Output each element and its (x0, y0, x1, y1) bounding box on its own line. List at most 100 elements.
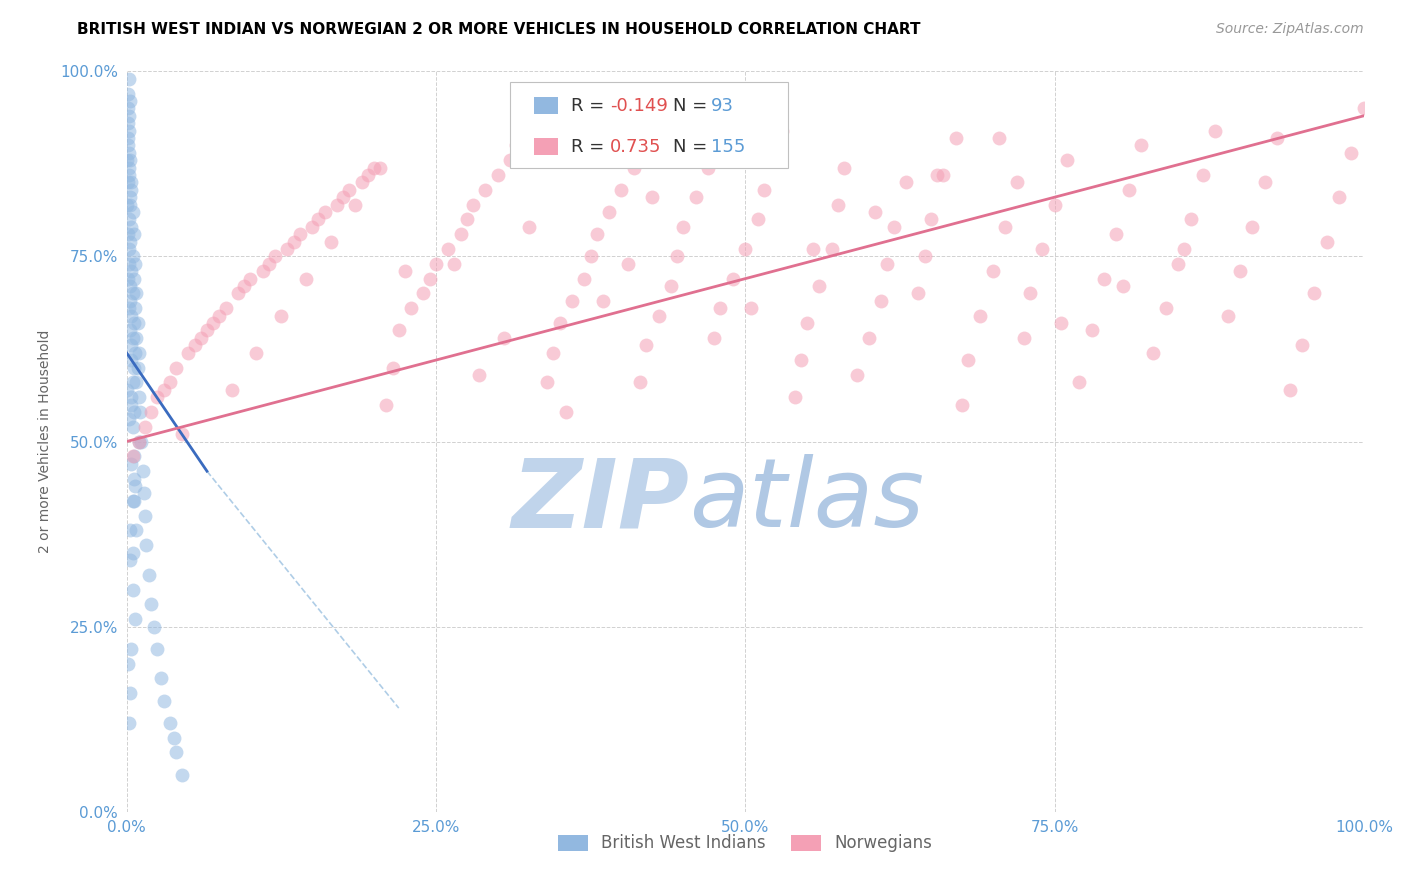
Point (1265, 131, 1288, 145)
Point (307, 212, 329, 227)
Point (894, 175, 917, 190)
Point (138, 567, 160, 582)
Point (117, 87, 139, 101)
Point (375, 398, 398, 412)
Point (124, 479, 146, 493)
Point (121, 457, 143, 471)
Point (1303, 286, 1326, 301)
Point (592, 293, 614, 308)
Point (666, 250, 689, 264)
Point (636, 338, 658, 352)
Point (801, 242, 824, 256)
Point (121, 398, 143, 412)
Point (543, 345, 565, 359)
Point (883, 219, 905, 234)
Point (120, 686, 142, 700)
Point (461, 197, 484, 211)
Point (1080, 324, 1102, 338)
Point (120, 524, 142, 538)
Point (121, 183, 143, 197)
Point (808, 279, 831, 293)
Point (350, 175, 373, 190)
Point (945, 131, 967, 145)
Point (132, 486, 155, 500)
Point (127, 316, 149, 330)
Point (118, 212, 141, 227)
Point (120, 279, 142, 293)
Point (499, 153, 522, 168)
Point (492, 331, 515, 345)
Point (257, 257, 280, 271)
Point (118, 161, 141, 175)
Point (412, 286, 434, 301)
Point (117, 131, 139, 145)
Point (672, 219, 695, 234)
Point (124, 257, 146, 271)
Point (128, 434, 150, 449)
Point (337, 183, 360, 197)
Point (752, 183, 775, 197)
Point (314, 205, 336, 219)
Point (118, 412, 141, 426)
Point (1007, 175, 1029, 190)
Point (357, 168, 380, 182)
Point (146, 641, 169, 656)
Point (1180, 212, 1202, 227)
Point (1278, 383, 1301, 397)
Point (117, 102, 139, 116)
Point (1118, 183, 1140, 197)
Point (120, 293, 142, 308)
Point (659, 279, 682, 293)
Point (214, 301, 236, 316)
Point (381, 360, 404, 375)
Point (876, 257, 898, 271)
Point (131, 464, 153, 478)
Point (1092, 271, 1115, 285)
Point (121, 493, 143, 508)
Point (721, 271, 744, 285)
Point (120, 94, 142, 108)
Point (121, 376, 143, 390)
Point (122, 360, 145, 375)
Point (117, 116, 139, 130)
Point (1204, 123, 1226, 137)
Point (195, 324, 218, 338)
Point (233, 279, 256, 293)
Point (1173, 242, 1195, 256)
Point (159, 376, 181, 390)
Point (1056, 153, 1078, 168)
Point (647, 309, 669, 323)
Point (125, 331, 148, 345)
Point (120, 190, 142, 204)
Point (270, 309, 292, 323)
Point (252, 264, 274, 278)
Point (121, 641, 143, 656)
Point (598, 205, 620, 219)
Point (486, 168, 509, 182)
Point (932, 168, 955, 182)
Point (124, 345, 146, 359)
Point (1130, 138, 1153, 153)
Text: 0.735: 0.735 (610, 138, 662, 156)
Point (512, 123, 534, 137)
Point (1216, 309, 1239, 323)
Point (245, 345, 267, 359)
Point (468, 368, 491, 382)
Point (821, 242, 844, 256)
Point (117, 138, 139, 153)
Point (1111, 279, 1133, 293)
Point (332, 190, 354, 204)
Point (740, 301, 762, 316)
Point (344, 197, 367, 211)
FancyBboxPatch shape (510, 82, 789, 168)
Point (120, 153, 142, 168)
Text: Source: ZipAtlas.com: Source: ZipAtlas.com (1216, 22, 1364, 37)
Point (456, 212, 478, 227)
Point (121, 582, 143, 597)
Point (1327, 190, 1350, 204)
Point (122, 405, 145, 419)
Point (579, 250, 602, 264)
Point (128, 390, 150, 404)
Point (183, 338, 205, 352)
Point (474, 183, 496, 197)
